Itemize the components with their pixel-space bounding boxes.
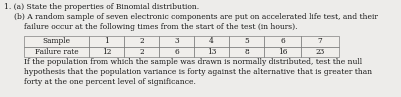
Text: 2: 2 bbox=[139, 48, 144, 56]
Text: 4: 4 bbox=[209, 37, 214, 45]
Text: Sample: Sample bbox=[43, 37, 71, 45]
Bar bbox=[264, 36, 301, 46]
Text: 5: 5 bbox=[244, 37, 249, 45]
Text: (b) A random sample of seven electronic components are put on accelerated life t: (b) A random sample of seven electronic … bbox=[14, 13, 378, 21]
Text: 7: 7 bbox=[318, 37, 322, 45]
Text: hypothesis that the population variance is forty against the alternative that is: hypothesis that the population variance … bbox=[24, 68, 372, 76]
Bar bbox=[264, 46, 301, 57]
Text: 16: 16 bbox=[278, 48, 287, 56]
Text: 8: 8 bbox=[244, 48, 249, 56]
Text: 12: 12 bbox=[102, 48, 111, 56]
Bar bbox=[301, 36, 339, 46]
Bar bbox=[24, 36, 89, 46]
Text: 1. (a) State the properties of Binomial distribution.: 1. (a) State the properties of Binomial … bbox=[4, 3, 199, 11]
Bar bbox=[124, 46, 159, 57]
Bar bbox=[159, 36, 194, 46]
Bar bbox=[229, 36, 264, 46]
Text: 6: 6 bbox=[280, 37, 285, 45]
Bar bbox=[124, 36, 159, 46]
Bar bbox=[89, 36, 124, 46]
Text: If the population from which the sample was drawn is normally distributed, test : If the population from which the sample … bbox=[24, 58, 362, 66]
Text: forty at the one percent level of significance.: forty at the one percent level of signif… bbox=[24, 78, 196, 86]
Bar bbox=[24, 46, 89, 57]
Bar bbox=[159, 46, 194, 57]
Text: 2: 2 bbox=[139, 37, 144, 45]
Text: 6: 6 bbox=[174, 48, 179, 56]
Text: 13: 13 bbox=[207, 48, 216, 56]
Bar bbox=[301, 46, 339, 57]
Text: 1: 1 bbox=[104, 37, 109, 45]
Bar bbox=[194, 36, 229, 46]
Text: 23: 23 bbox=[315, 48, 325, 56]
Text: 3: 3 bbox=[174, 37, 179, 45]
Bar bbox=[89, 46, 124, 57]
Text: failure occur at the following times from the start of the test (in hours).: failure occur at the following times fro… bbox=[24, 23, 298, 31]
Text: Failure rate: Failure rate bbox=[35, 48, 78, 56]
Bar bbox=[194, 46, 229, 57]
Bar bbox=[229, 46, 264, 57]
